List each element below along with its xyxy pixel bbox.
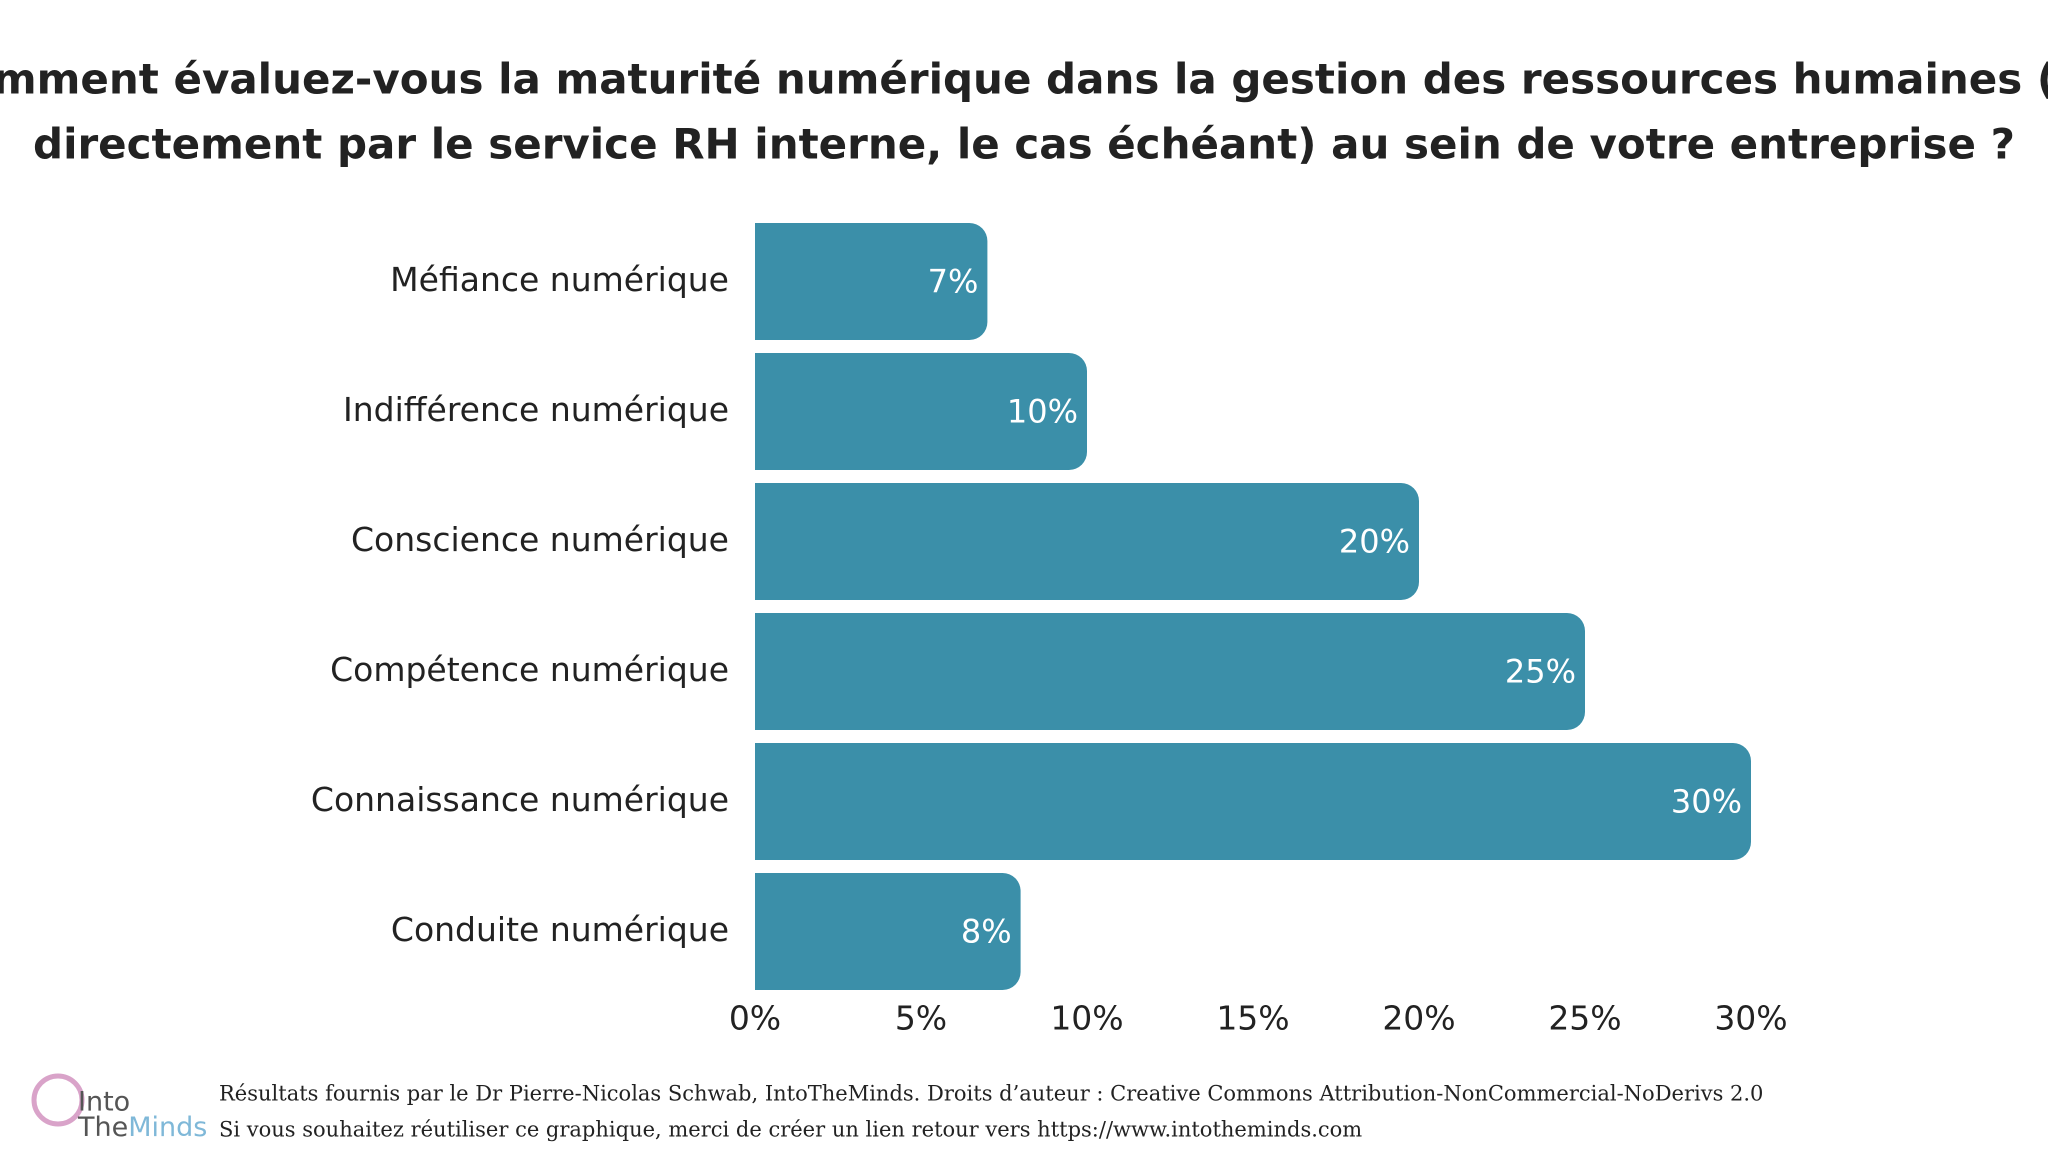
- chart-title: Comment évaluez-vous la maturité numériq…: [0, 55, 2048, 104]
- y-tick-label: Méfiance numérique: [390, 260, 729, 299]
- y-tick-label: Conduite numérique: [391, 910, 729, 949]
- x-tick-label: 20%: [1382, 999, 1455, 1038]
- logo-icon: [31, 1073, 85, 1127]
- value-label: 7%: [928, 263, 979, 301]
- x-tick-label: 15%: [1216, 999, 1289, 1038]
- chart-title: directement par le service RH interne, l…: [33, 120, 2015, 169]
- logo-text: The: [77, 1112, 128, 1143]
- x-tick-label: 25%: [1548, 999, 1621, 1038]
- bar: [755, 353, 1087, 470]
- y-tick-label: Connaissance numérique: [311, 780, 729, 819]
- x-tick-label: 10%: [1050, 999, 1123, 1038]
- bar: [755, 743, 1751, 860]
- logo-text: Into: [78, 1087, 130, 1118]
- y-tick-label: Compétence numérique: [330, 650, 729, 689]
- footer-note: Résultats fournis par le Dr Pierre-Nicol…: [219, 1082, 1763, 1106]
- bar: [755, 613, 1585, 730]
- footer-note: Si vous souhaitez réutiliser ce graphiqu…: [219, 1118, 1362, 1142]
- logo-text: Minds: [128, 1112, 207, 1143]
- bar: [755, 483, 1419, 600]
- y-tick-label: Conscience numérique: [351, 520, 729, 559]
- value-label: 10%: [1007, 393, 1078, 431]
- value-label: 25%: [1505, 653, 1576, 691]
- value-label: 30%: [1671, 783, 1742, 821]
- x-tick-label: 0%: [729, 999, 781, 1038]
- bar: [755, 873, 1021, 990]
- x-tick-label: 5%: [895, 999, 947, 1038]
- bar: [755, 223, 988, 340]
- x-tick-label: 30%: [1714, 999, 1787, 1038]
- value-label: 8%: [961, 913, 1012, 951]
- y-tick-label: Indifférence numérique: [343, 390, 729, 429]
- logo-text: TheMinds: [77, 1112, 207, 1143]
- value-label: 20%: [1339, 523, 1410, 561]
